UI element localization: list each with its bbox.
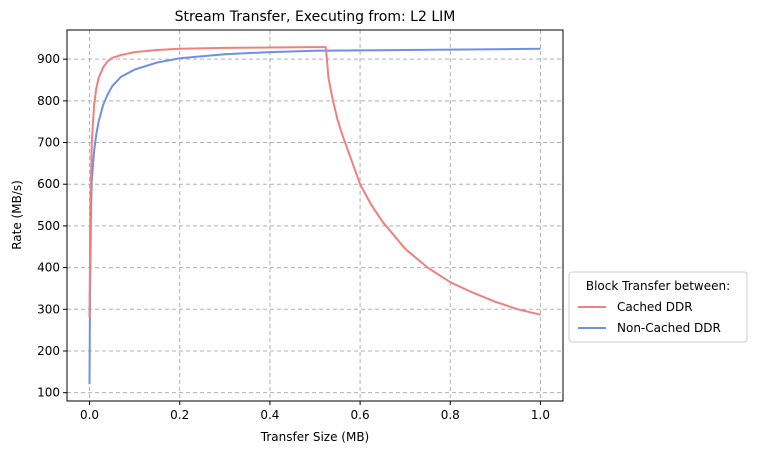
legend-title: Block Transfer between: (586, 279, 730, 293)
series-line-non-cached-ddr (88, 47, 541, 385)
series-layer (88, 46, 541, 385)
x-tick-label: 0.0 (80, 408, 99, 422)
y-tick-label: 200 (37, 344, 60, 358)
x-axis-ticks: 0.0 0.2 0.4 0.6 0.8 1.0 (80, 401, 550, 422)
x-axis-label: Transfer Size (MB) (260, 430, 369, 444)
y-tick-label: 600 (37, 177, 60, 191)
x-tick-label: 0.4 (260, 408, 279, 422)
series-line-cached-ddr (88, 46, 541, 318)
x-tick-label: 0.2 (170, 408, 189, 422)
y-tick-label: 500 (37, 219, 60, 233)
y-tick-label: 900 (37, 52, 60, 66)
x-tick-label: 0.6 (351, 408, 370, 422)
y-tick-label: 400 (37, 261, 60, 275)
grid-lines (67, 30, 563, 401)
legend-box (568, 271, 748, 343)
legend: Block Transfer between: Cached DDR Non-C… (568, 271, 748, 343)
legend-label-cached-ddr: Cached DDR (617, 300, 693, 314)
legend-label-non-cached-ddr: Non-Cached DDR (617, 321, 721, 335)
plot-frame (66, 29, 564, 402)
y-tick-label: 100 (37, 386, 60, 400)
y-tick-label: 800 (37, 94, 60, 108)
y-axis-label: Rate (MB/s) (10, 180, 24, 250)
chart-title: Stream Transfer, Executing from: L2 LIM (175, 9, 456, 25)
y-axis-ticks: 100 200 300 400 500 600 700 800 900 (37, 52, 67, 400)
x-tick-label: 0.8 (441, 408, 460, 422)
y-tick-label: 700 (37, 136, 60, 150)
y-tick-label: 300 (37, 302, 60, 316)
x-tick-label: 1.0 (531, 408, 550, 422)
